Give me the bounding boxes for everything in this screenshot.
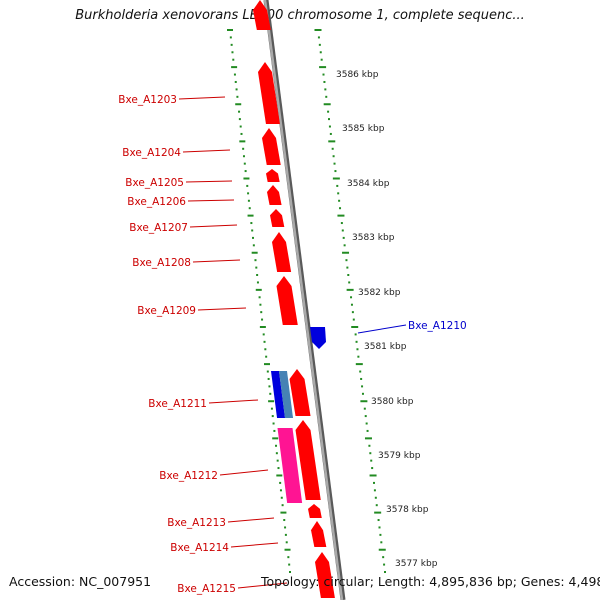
gene-label[interactable]: Bxe_A1208 bbox=[132, 257, 191, 269]
gene-label[interactable]: Bxe_A1212 bbox=[159, 470, 218, 482]
gene-label[interactable]: Bxe_A1210 bbox=[408, 320, 467, 332]
gene-bxe-a1202[interactable] bbox=[253, 0, 271, 30]
tick-marks bbox=[227, 29, 386, 573]
leader-line bbox=[197, 307, 247, 311]
scale-label: 3581 kbp bbox=[364, 342, 407, 352]
gene-bxe-a1204[interactable] bbox=[262, 128, 281, 165]
scale-label: 3582 kbp bbox=[358, 288, 401, 298]
gene-bxe-a1208[interactable] bbox=[272, 232, 292, 272]
leader-line bbox=[230, 542, 279, 548]
leader-line bbox=[237, 582, 288, 589]
gene-bxe-a1213[interactable] bbox=[308, 504, 322, 518]
gene-label[interactable]: Bxe_A1214 bbox=[170, 542, 229, 554]
gene-label[interactable]: Bxe_A1213 bbox=[167, 517, 226, 529]
leader-line bbox=[357, 324, 407, 334]
accession-text: Accession: NC_007951 bbox=[9, 574, 152, 589]
gene-bxe-a1203[interactable] bbox=[258, 62, 280, 124]
gene-label[interactable]: Bxe_A1206 bbox=[127, 196, 186, 208]
leader-line bbox=[227, 517, 275, 523]
scale-label: 3585 kbp bbox=[342, 124, 385, 134]
gene-bxe-a1207[interactable] bbox=[270, 209, 285, 227]
scale-label: 3580 kbp bbox=[371, 397, 414, 407]
gene-label[interactable]: Bxe_A1203 bbox=[118, 94, 177, 106]
feature-blue[interactable] bbox=[271, 371, 286, 418]
gene-bxe-a1211[interactable] bbox=[289, 369, 311, 416]
leader-line bbox=[187, 199, 235, 202]
scale-labels: 3586 kbp 3585 kbp 3584 kbp 3583 kbp 3582 kbp… bbox=[336, 70, 438, 569]
gene-bxe-a1215[interactable] bbox=[315, 552, 335, 598]
backbone bbox=[263, 0, 344, 600]
gene-bxe-a1209[interactable] bbox=[276, 276, 298, 325]
scale-label: 3579 kbp bbox=[378, 451, 421, 461]
gene-label[interactable]: Bxe_A1204 bbox=[122, 147, 181, 159]
feature-pink[interactable] bbox=[277, 428, 303, 503]
gene-label[interactable]: Bxe_A1211 bbox=[148, 398, 207, 410]
feature-steelblue[interactable] bbox=[279, 371, 294, 418]
leader-line bbox=[208, 399, 259, 404]
gene-bxe-a1210[interactable] bbox=[310, 327, 326, 349]
genes bbox=[253, 0, 335, 598]
topology-text: Topology: circular; Length: 4,895,836 bp… bbox=[261, 574, 600, 589]
scale-label: 3577 kbp bbox=[395, 559, 438, 569]
gene-bxe-a1212[interactable] bbox=[295, 420, 321, 500]
gene-label[interactable]: Bxe_A1209 bbox=[137, 305, 196, 317]
map-title: Burkholderia xenovorans LB400 chromosome… bbox=[75, 8, 525, 23]
scale-label: 3584 kbp bbox=[347, 179, 390, 189]
leader-line bbox=[219, 469, 269, 476]
leader-line bbox=[182, 149, 231, 153]
gene-bxe-a1205[interactable] bbox=[266, 169, 280, 182]
gene-bxe-a1214[interactable] bbox=[311, 521, 327, 547]
leader-line bbox=[192, 259, 241, 263]
gene-bxe-a1206[interactable] bbox=[267, 185, 282, 205]
scale-label: 3586 kbp bbox=[336, 70, 379, 80]
gene-labels: Bxe_A1203 Bxe_A1204 Bxe_A1205 Bxe_A1206 Bxe_… bbox=[118, 94, 466, 595]
gene-label[interactable]: Bxe_A1207 bbox=[129, 222, 188, 234]
gene-label[interactable]: Bxe_A1205 bbox=[125, 177, 184, 189]
leader-line bbox=[189, 224, 238, 228]
leader-line bbox=[185, 180, 233, 183]
gene-label[interactable]: Bxe_A1215 bbox=[177, 583, 236, 595]
scale-label: 3583 kbp bbox=[352, 233, 395, 243]
scale-label: 3578 kbp bbox=[386, 505, 429, 515]
leader-line bbox=[178, 96, 226, 100]
